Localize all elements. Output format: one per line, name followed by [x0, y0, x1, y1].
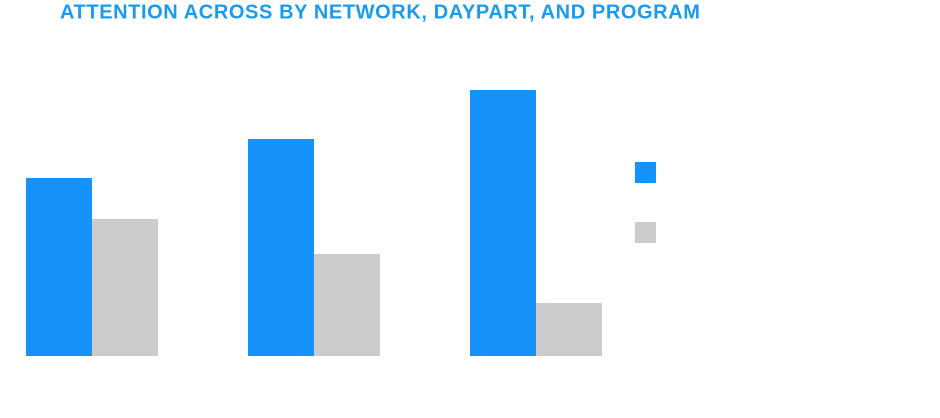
- legend-swatch: [635, 162, 656, 183]
- chart-title: ATTENTION ACROSS BY NETWORK, DAYPART, AN…: [60, 1, 701, 23]
- legend-swatch: [635, 222, 656, 243]
- bar: [536, 303, 602, 356]
- bar: [470, 90, 536, 356]
- bar: [92, 219, 158, 356]
- bar: [314, 254, 380, 356]
- bar: [248, 139, 314, 356]
- bar: [26, 178, 92, 356]
